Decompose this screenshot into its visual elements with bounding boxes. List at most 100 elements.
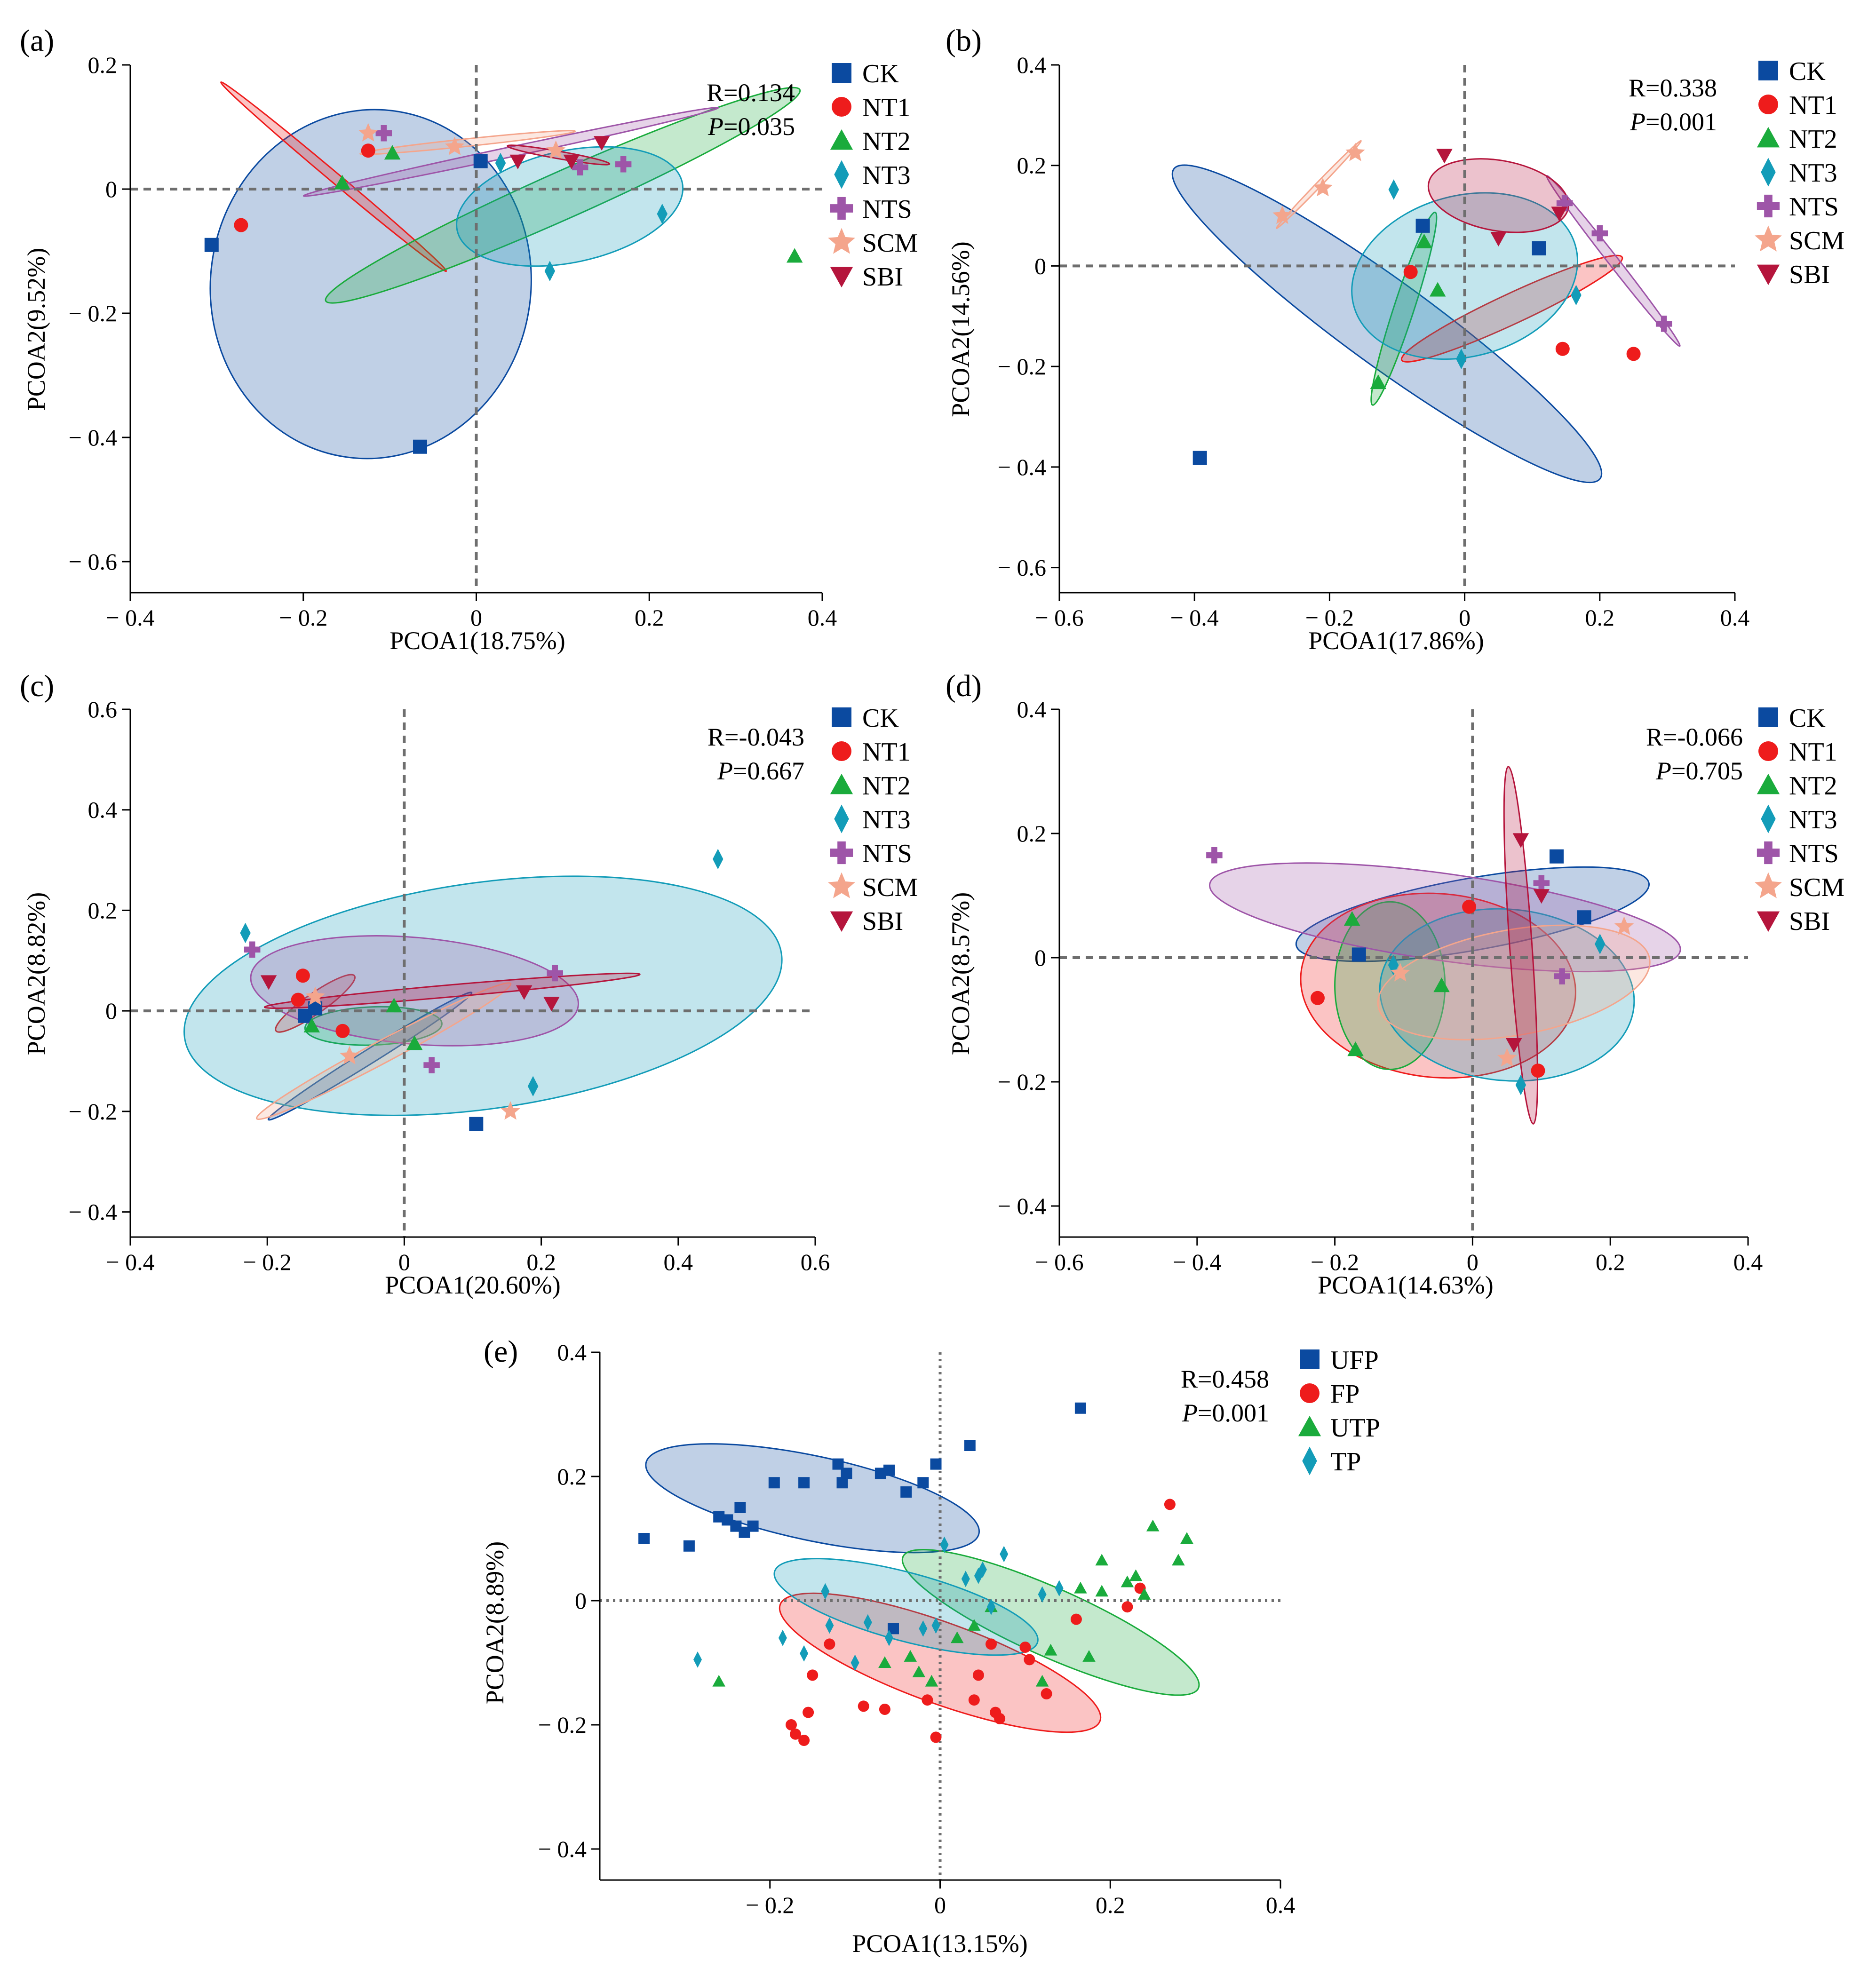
legend-marker-sbi <box>1757 264 1780 286</box>
point-scm <box>1614 916 1634 935</box>
legend-marker-nt2 <box>1757 773 1780 794</box>
ellipse-tp <box>773 1558 1039 1656</box>
stat-p: P=0.035 <box>707 112 795 141</box>
point-nts <box>1591 225 1608 242</box>
y-axis-label: PCOA2(8.57%) <box>946 892 975 1055</box>
x-tick-label: 0.2 <box>526 1249 556 1275</box>
x-tick-label: 0.2 <box>1585 604 1615 631</box>
ellipse-ck <box>1171 164 1603 484</box>
legend-marker-ck <box>1758 707 1778 727</box>
point-nt1 <box>295 968 310 983</box>
stat-p-value: =0.001 <box>1645 108 1717 136</box>
points <box>204 123 803 454</box>
point-ck <box>1550 849 1564 864</box>
point-tp <box>1038 1586 1047 1603</box>
x-tick-label: 0.4 <box>808 604 837 631</box>
point-tp <box>1055 1580 1064 1596</box>
ellipse-sbi <box>263 972 641 1009</box>
point-sbi <box>1551 206 1567 222</box>
point-ck <box>308 1001 323 1016</box>
legend-label-nt1: NT1 <box>1789 91 1837 120</box>
point-fp <box>807 1669 819 1681</box>
stat-r: R=0.134 <box>707 79 795 107</box>
legend-label-nt2: NT2 <box>1789 125 1837 154</box>
x-axis-label: PCOA1(20.60%) <box>385 1271 561 1299</box>
x-tick-label: − 0.4 <box>106 1249 154 1275</box>
confidence-ellipses <box>209 81 801 460</box>
point-sbi <box>593 136 610 151</box>
x-axis-label: PCOA1(13.15%) <box>852 1929 1028 1958</box>
point-scm <box>1391 963 1410 982</box>
point-ufp <box>1074 1402 1086 1414</box>
legend-marker-sbi <box>830 911 853 932</box>
point-sbi <box>509 154 526 169</box>
point-scm <box>1313 178 1333 197</box>
legend-label-scm: SCM <box>862 873 918 902</box>
point-nt1 <box>1531 1063 1545 1078</box>
legend-label-nt1: NT1 <box>1789 738 1837 767</box>
y-tick-label: 0 <box>1034 944 1046 971</box>
point-nt3 <box>527 1076 539 1097</box>
legend-label-ufp: UFP <box>1330 1346 1379 1375</box>
ellipse-scm <box>359 130 576 155</box>
point-utp <box>1146 1519 1160 1532</box>
point-fp <box>786 1719 797 1730</box>
confidence-ellipses <box>645 1443 1200 1733</box>
legend-marker-ck <box>832 63 851 83</box>
point-tp <box>800 1645 809 1662</box>
y-tick-label: − 0.6 <box>69 548 117 575</box>
point-ck <box>473 154 488 168</box>
point-scm <box>1497 1048 1517 1067</box>
panel-d: (d) − 0.6 − 0.4 − 0.2 0 0.2 0.4 0.4 0.2 0 − 0.2 − 0… <box>946 669 1844 1299</box>
point-nt1 <box>1626 347 1641 361</box>
legend-marker-nt1 <box>832 741 851 761</box>
point-utp <box>968 1619 981 1631</box>
legend-marker-nts <box>830 841 853 865</box>
point-nt3 <box>1594 934 1606 954</box>
point-utp <box>1180 1532 1193 1544</box>
legend-marker-ck <box>832 707 851 727</box>
point-nt1 <box>1462 899 1477 914</box>
point-nt2 <box>1433 977 1450 992</box>
panel-a: (a) − 0.4 − 0.2 0 0.2 0.4 0.2 0 − 0.2 − 0.4 − 0.6 P… <box>20 24 918 655</box>
point-fp <box>994 1713 1006 1724</box>
legend-label-nt3: NT3 <box>862 161 911 190</box>
legend-label-fp: FP <box>1330 1380 1359 1409</box>
point-ck <box>204 238 219 252</box>
point-nt1 <box>1555 341 1570 356</box>
point-fp <box>1070 1613 1082 1625</box>
point-tp <box>825 1617 834 1634</box>
point-nt2 <box>406 1035 423 1050</box>
x-tick-label: 0.4 <box>1733 1249 1763 1275</box>
legend-marker-nt1 <box>1758 95 1778 114</box>
legend-label-scm: SCM <box>1789 873 1844 902</box>
point-ufp <box>734 1502 746 1513</box>
point-fp <box>1121 1601 1133 1613</box>
point-ufp <box>832 1458 844 1470</box>
point-ck <box>413 439 427 454</box>
y-tick-label: 0 <box>105 998 117 1024</box>
point-ufp <box>883 1464 895 1476</box>
point-ck <box>1351 947 1366 962</box>
point-nt2 <box>303 1017 320 1032</box>
legend-label-nt2: NT2 <box>1789 771 1837 801</box>
point-nts <box>1655 316 1672 332</box>
x-tick-label: − 0.2 <box>279 604 327 631</box>
legend: UFP FP UTP TP <box>1298 1346 1380 1476</box>
point-fp <box>798 1735 810 1746</box>
point-nt3 <box>240 922 251 944</box>
y-tick-label: 0.2 <box>1017 152 1047 179</box>
legend-label-utp: UTP <box>1330 1413 1380 1443</box>
point-scm <box>340 1046 359 1064</box>
x-tick-label: 0 <box>398 1249 410 1275</box>
point-nt3 <box>1515 1074 1526 1095</box>
legend-marker-sbi <box>1757 911 1780 932</box>
legend-label-ck: CK <box>1789 57 1826 86</box>
legend-marker-nt2 <box>1757 127 1780 148</box>
point-nts <box>572 159 588 176</box>
legend-label-sbi: SBI <box>1789 260 1830 289</box>
legend-marker-nt2 <box>830 129 853 150</box>
stat-r: R=-0.043 <box>707 723 804 751</box>
panel-label: (d) <box>946 669 982 703</box>
legend-marker-nts <box>1757 194 1780 218</box>
